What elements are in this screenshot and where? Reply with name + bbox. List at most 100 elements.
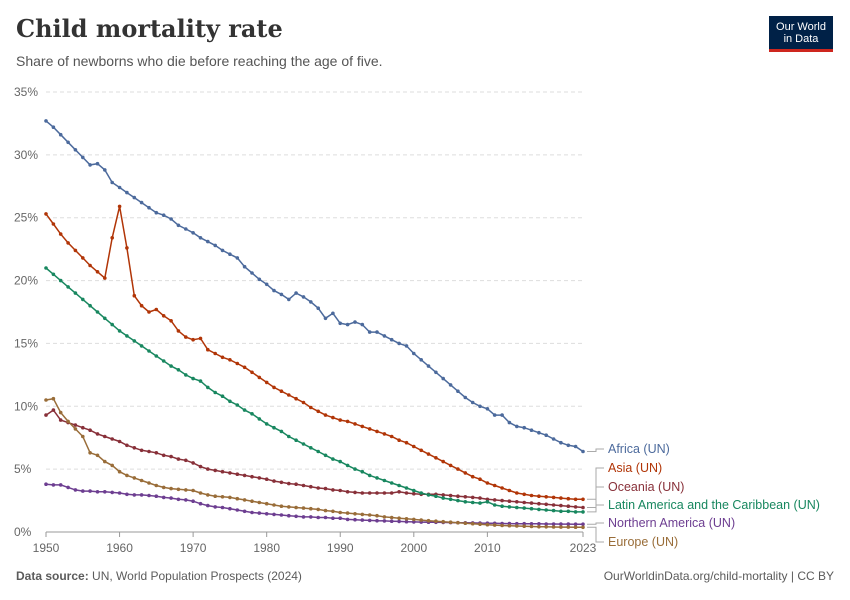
data-point[interactable] (213, 505, 217, 509)
data-point[interactable] (117, 491, 122, 495)
data-point[interactable] (161, 485, 166, 490)
data-point[interactable] (331, 457, 335, 461)
data-point[interactable] (250, 412, 254, 416)
data-point[interactable] (139, 344, 144, 348)
data-point[interactable] (463, 521, 468, 525)
series-group[interactable] (44, 119, 585, 454)
data-point[interactable] (250, 370, 254, 375)
data-point[interactable] (345, 419, 350, 424)
data-point[interactable] (264, 380, 269, 385)
data-point[interactable] (132, 493, 137, 497)
series-label[interactable]: Oceania (UN) (608, 480, 684, 494)
data-point[interactable] (397, 438, 401, 443)
data-point[interactable] (404, 491, 409, 495)
data-point[interactable] (51, 125, 56, 129)
data-point[interactable] (382, 432, 387, 436)
data-point[interactable] (110, 463, 114, 468)
data-point[interactable] (110, 490, 114, 495)
data-point[interactable] (58, 418, 63, 422)
data-point[interactable] (198, 491, 203, 495)
data-point[interactable] (242, 365, 247, 370)
data-point[interactable] (345, 322, 350, 327)
data-point[interactable] (220, 248, 225, 253)
data-point[interactable] (301, 295, 306, 299)
data-point[interactable] (110, 437, 114, 441)
series-group[interactable] (44, 204, 585, 502)
data-point[interactable] (184, 373, 188, 377)
series-label[interactable]: Europe (UN) (608, 535, 678, 549)
data-point[interactable] (95, 432, 100, 436)
data-point[interactable] (500, 504, 504, 509)
data-point[interactable] (537, 522, 541, 526)
data-point[interactable] (353, 490, 357, 495)
data-point[interactable] (478, 477, 482, 482)
data-point[interactable] (316, 306, 321, 311)
data-point[interactable] (73, 291, 78, 295)
data-point[interactable] (389, 491, 394, 495)
data-point[interactable] (448, 383, 453, 387)
data-point[interactable] (537, 494, 541, 499)
data-point[interactable] (95, 161, 100, 166)
data-point[interactable] (529, 501, 534, 505)
data-point[interactable] (456, 520, 460, 525)
data-point[interactable] (441, 493, 446, 497)
data-point[interactable] (44, 398, 48, 402)
data-point[interactable] (51, 272, 56, 277)
data-point[interactable] (434, 519, 438, 523)
data-point[interactable] (367, 330, 372, 334)
data-point[interactable] (375, 429, 379, 434)
data-point[interactable] (125, 190, 129, 195)
data-point[interactable] (323, 515, 328, 520)
data-point[interactable] (551, 522, 556, 526)
data-point[interactable] (228, 399, 232, 404)
data-point[interactable] (95, 270, 100, 274)
data-point[interactable] (485, 407, 490, 411)
data-point[interactable] (331, 311, 335, 316)
data-point[interactable] (117, 469, 122, 474)
data-point[interactable] (573, 444, 578, 449)
data-point[interactable] (44, 266, 48, 270)
data-point[interactable] (154, 494, 159, 499)
data-point[interactable] (367, 427, 372, 431)
data-point[interactable] (492, 523, 497, 527)
data-point[interactable] (412, 520, 416, 524)
data-point[interactable] (95, 490, 100, 494)
data-point[interactable] (470, 400, 475, 405)
data-point[interactable] (287, 393, 291, 397)
data-point[interactable] (529, 493, 534, 498)
data-point[interactable] (191, 499, 195, 504)
data-point[interactable] (294, 396, 298, 401)
data-point[interactable] (220, 469, 225, 474)
data-point[interactable] (287, 481, 291, 486)
data-point[interactable] (566, 504, 571, 509)
data-point[interactable] (154, 210, 159, 215)
data-point[interactable] (382, 519, 387, 523)
data-point[interactable] (73, 488, 78, 492)
data-point[interactable] (228, 506, 232, 511)
data-point[interactable] (309, 506, 313, 511)
data-point[interactable] (448, 493, 453, 498)
data-point[interactable] (301, 515, 306, 519)
data-point[interactable] (294, 482, 298, 487)
data-point[interactable] (294, 505, 298, 510)
data-point[interactable] (470, 474, 475, 479)
data-point[interactable] (242, 473, 247, 478)
series-line[interactable] (45, 206, 583, 501)
data-point[interactable] (184, 488, 188, 492)
data-point[interactable] (206, 347, 210, 352)
data-point[interactable] (132, 446, 137, 450)
data-point[interactable] (500, 486, 504, 490)
data-point[interactable] (257, 417, 262, 421)
data-point[interactable] (463, 500, 468, 504)
data-point[interactable] (331, 516, 335, 520)
data-point[interactable] (404, 440, 409, 445)
data-point[interactable] (463, 471, 468, 475)
data-point[interactable] (566, 496, 571, 501)
data-point[interactable] (515, 491, 519, 495)
data-point[interactable] (132, 195, 137, 200)
data-point[interactable] (559, 522, 563, 526)
data-point[interactable] (103, 276, 107, 280)
data-point[interactable] (338, 516, 343, 520)
data-point[interactable] (559, 496, 563, 500)
data-point[interactable] (566, 525, 571, 529)
